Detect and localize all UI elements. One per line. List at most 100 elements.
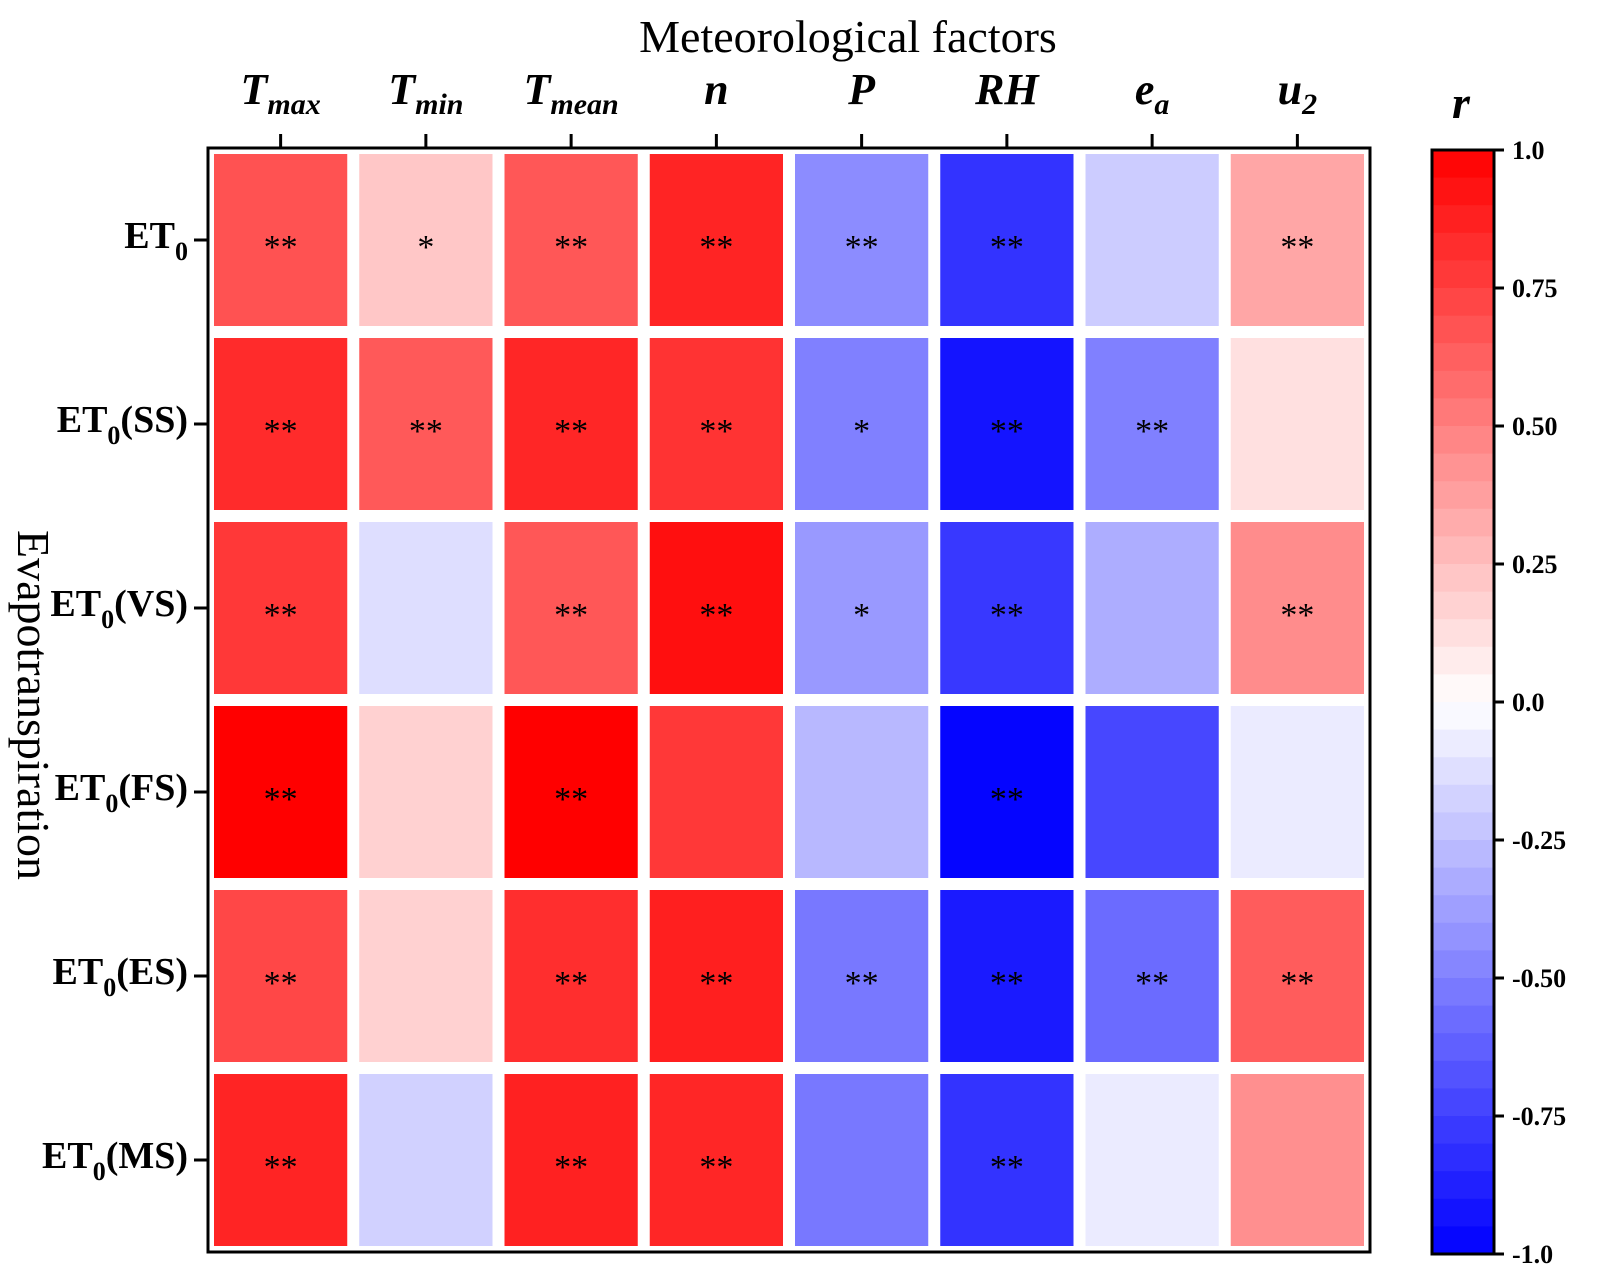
colorbar-step: [1432, 1088, 1494, 1117]
colorbar-step: [1432, 1033, 1494, 1062]
significance-mark: **: [699, 597, 733, 634]
heatmap-cell-r0-c5: [940, 154, 1074, 326]
heatmap-cell-r5-c2: [504, 1074, 638, 1246]
significance-mark: **: [264, 965, 298, 1002]
heatmap-cell-r1-c0: [214, 338, 348, 510]
colorbar-step: [1432, 867, 1494, 896]
significance-mark: **: [699, 413, 733, 450]
heatmap-cell-r1-c2: [504, 338, 638, 510]
significance-mark: **: [699, 965, 733, 1002]
significance-mark: **: [264, 413, 298, 450]
colorbar-step: [1432, 564, 1494, 593]
significance-mark: **: [264, 1149, 298, 1186]
significance-mark: **: [264, 597, 298, 634]
colorbar-tick-label: 0.25: [1512, 550, 1558, 579]
significance-mark: **: [990, 413, 1024, 450]
colorbar-step: [1432, 150, 1494, 179]
heatmap-cell-r3-c3: [649, 706, 783, 878]
colorbar-step: [1432, 453, 1494, 482]
colorbar-step: [1432, 315, 1494, 344]
colorbar-tick-label: 0.0: [1512, 688, 1545, 717]
plot-frame: [206, 146, 1372, 1254]
heatmap-cell-r1-c6: [1085, 338, 1219, 510]
significance-mark: **: [990, 229, 1024, 266]
row-label: ET0: [124, 215, 188, 266]
significance-mark: **: [554, 597, 588, 634]
heatmap-cell-r4-c6: [1085, 890, 1219, 1062]
heatmap-cell-r0-c6: [1085, 154, 1219, 326]
row-label: ET0(ES): [53, 951, 189, 1002]
colorbar-step: [1432, 729, 1494, 758]
heatmap-cell-r4-c1: [359, 890, 493, 1062]
colorbar-tick-label: -0.75: [1512, 1102, 1566, 1131]
column-label: Tmin: [388, 65, 463, 121]
heatmap-cell-r4-c3: [649, 890, 783, 1062]
row-label: ET0(MS): [42, 1135, 188, 1186]
colorbar-step: [1432, 702, 1494, 731]
colorbar-step: [1432, 426, 1494, 455]
heatmap-cell-r4-c4: [795, 890, 929, 1062]
heatmap-cell-r3-c6: [1085, 706, 1219, 878]
heatmap-cell-r5-c3: [649, 1074, 783, 1246]
significance-mark: **: [554, 965, 588, 1002]
colorbar-tick-label: -1.0: [1512, 1240, 1553, 1266]
significance-mark: *: [853, 597, 870, 634]
heatmap-cell-r3-c1: [359, 706, 493, 878]
significance-mark: *: [417, 229, 434, 266]
heatmap-cell-r2-c2: [504, 522, 638, 694]
heatmap-cell-r2-c6: [1085, 522, 1219, 694]
heatmap-cell-r1-c7: [1230, 338, 1364, 510]
significance-mark: **: [554, 413, 588, 450]
colorbar-step: [1432, 1143, 1494, 1172]
colorbar-step: [1432, 646, 1494, 675]
colorbar-step: [1432, 343, 1494, 372]
colorbar-step: [1432, 757, 1494, 786]
colorbar-step: [1432, 288, 1494, 317]
heatmap-cell-r2-c0: [214, 522, 348, 694]
colorbar-step: [1432, 177, 1494, 206]
heatmap-cell-r5-c5: [940, 1074, 1074, 1246]
colorbar-step: [1432, 260, 1494, 289]
heatmap-cell-r4-c2: [504, 890, 638, 1062]
significance-mark: **: [1280, 965, 1314, 1002]
heatmap-cell-r2-c7: [1230, 522, 1364, 694]
significance-mark: **: [990, 781, 1024, 818]
column-label: Tmean: [524, 65, 619, 121]
colorbar-step: [1432, 978, 1494, 1007]
significance-mark: **: [264, 229, 298, 266]
colorbar-step: [1432, 922, 1494, 951]
colorbar-step: [1432, 370, 1494, 399]
column-labels: Tmax Tmin Tmean n P RH ea u2: [241, 65, 1317, 148]
chart-title: Meteorological factors: [639, 11, 1057, 62]
significance-mark: **: [409, 413, 443, 450]
heatmap-cell-r2-c1: [359, 522, 493, 694]
colorbar-tick-label: 0.50: [1512, 412, 1558, 441]
heatmap-cell-r5-c6: [1085, 1074, 1219, 1246]
heatmap-cell-r1-c4: [795, 338, 929, 510]
heatmap-cell-r2-c5: [940, 522, 1074, 694]
significance-mark: **: [554, 781, 588, 818]
colorbar-step: [1432, 895, 1494, 924]
significance-mark: **: [554, 1149, 588, 1186]
significance-mark: **: [1280, 597, 1314, 634]
column-label: n: [704, 65, 728, 114]
colorbar-step: [1432, 1005, 1494, 1034]
heatmap-cell-r5-c0: [214, 1074, 348, 1246]
colorbar-step: [1432, 205, 1494, 234]
significance-mark: **: [1135, 965, 1169, 1002]
heatmap-cell-r5-c1: [359, 1074, 493, 1246]
significance-mark: **: [1280, 229, 1314, 266]
heatmap-cell-r2-c3: [649, 522, 783, 694]
significance-mark: **: [990, 1149, 1024, 1186]
colorbar-title: r: [1452, 77, 1471, 128]
heatmap-cell-r1-c1: [359, 338, 493, 510]
column-label: Tmax: [241, 65, 321, 121]
significance-mark: **: [845, 229, 879, 266]
heatmap-cell-r3-c2: [504, 706, 638, 878]
heatmap-cell-r0-c3: [649, 154, 783, 326]
colorbar-step: [1432, 398, 1494, 427]
column-label: ea: [1135, 65, 1170, 121]
heatmap-cell-r3-c5: [940, 706, 1074, 878]
colorbar-step: [1432, 481, 1494, 510]
